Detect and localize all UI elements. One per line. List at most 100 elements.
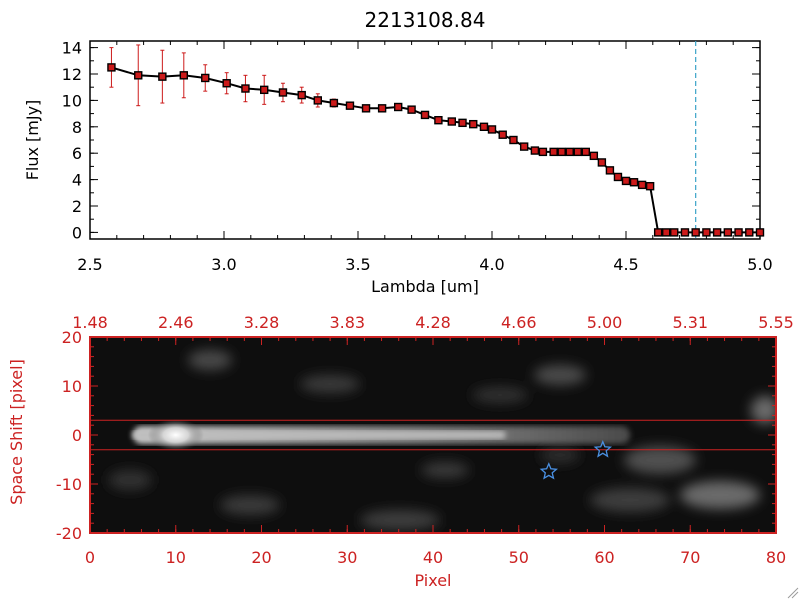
image-top-tick-label: 4.66 — [501, 313, 537, 332]
data-point — [519, 142, 529, 151]
image-x-tick-label: 40 — [423, 548, 443, 567]
chart-title: 2213108.84 — [365, 8, 486, 32]
data-point — [447, 117, 456, 126]
spectrum-series-line — [111, 66, 760, 234]
data-point — [589, 151, 599, 161]
data-point — [329, 98, 339, 108]
spectrum-y-tick-label: 4 — [72, 171, 82, 190]
data-point — [702, 228, 711, 237]
data-point — [621, 176, 631, 186]
spectrum-x-axis-label: Lambda [um] — [371, 277, 479, 296]
resize-grip-icon[interactable] — [787, 587, 799, 599]
data-point — [691, 228, 700, 237]
image-x-tick-label: 20 — [251, 548, 271, 567]
image-y-tick-label: -10 — [56, 475, 82, 494]
image-y-ticks: 20 10 0 -10 -20 — [56, 328, 776, 543]
image-x-tick-label: 60 — [594, 548, 614, 567]
spectrum-y-tick-label: 12 — [62, 65, 82, 84]
image-top-tick-label: 3.83 — [329, 313, 365, 332]
data-point — [573, 147, 582, 157]
data-point — [479, 122, 489, 132]
data-point — [597, 158, 607, 167]
spectrum-y-tick-label: 0 — [72, 223, 82, 242]
spectrum-y-ticks: 0 2 4 6 8 10 12 14 — [62, 39, 760, 242]
spectrum-reference-lines — [658, 41, 760, 239]
image-top-tick-label: 3.28 — [244, 313, 280, 332]
spectrum-x-tick-label: 3.0 — [211, 255, 236, 274]
data-point — [712, 228, 722, 237]
data-point — [361, 104, 371, 113]
data-point — [201, 73, 210, 83]
image-x-tick-label: 30 — [337, 548, 357, 567]
data-point — [653, 228, 663, 237]
image-y-tick-label: 20 — [62, 328, 82, 347]
trace-peak — [147, 419, 204, 451]
data-point — [134, 71, 143, 80]
data-point — [107, 63, 116, 72]
data-point — [313, 96, 322, 105]
spectrum-y-tick-label: 2 — [72, 197, 82, 216]
data-point — [538, 147, 548, 157]
image-y-tick-label: 0 — [72, 426, 82, 445]
data-point — [645, 181, 655, 191]
spectrum-x-tick-label: 4.5 — [613, 255, 638, 274]
extraction-aperture-lines — [90, 419, 776, 451]
image-y-tick-label: -20 — [56, 524, 82, 543]
image-x-tick-label: 50 — [509, 548, 529, 567]
data-point — [394, 102, 403, 112]
data-point — [407, 105, 416, 114]
data-point — [662, 228, 671, 237]
image-top-tick-label: 5.31 — [672, 313, 708, 332]
spectrum-data-points — [107, 63, 765, 237]
image-x-axis-label: Pixel — [414, 571, 451, 590]
data-point — [222, 79, 231, 88]
data-point — [420, 110, 430, 120]
data-point — [158, 72, 167, 81]
data-point — [345, 101, 355, 110]
data-point — [487, 125, 497, 134]
star-marker-icon — [593, 439, 613, 458]
data-point — [297, 90, 306, 100]
image-top-tick-label: 1.48 — [72, 313, 108, 332]
data-point — [377, 104, 387, 113]
image-x-ticks: 0 10 20 30 40 50 60 70 80 — [85, 525, 786, 567]
spectrum-y-tick-label: 14 — [62, 39, 82, 58]
spectrum-x-tick-label: 4.0 — [479, 255, 504, 274]
spectrum-chart: 2213108.84 2.5 3.0 3.5 4.0 4.5 5.0 0 2 4 6 8 10 12 1… — [23, 8, 773, 296]
image-top-tick-label: 2.46 — [158, 313, 194, 332]
data-point — [557, 147, 566, 157]
data-point — [581, 147, 590, 157]
spectrum-x-tick-label: 2.5 — [77, 255, 102, 274]
data-point — [629, 178, 639, 187]
spectrum-error-bars — [109, 44, 653, 190]
image-top-tick-label: 4.28 — [415, 313, 451, 332]
spectral-image — [90, 337, 776, 533]
data-point — [458, 118, 467, 128]
spectrum-y-tick-label: 10 — [62, 91, 82, 110]
spectrum-y-tick-label: 8 — [72, 118, 82, 137]
image-y-axis-label: Space Shift [pixel] — [7, 359, 26, 505]
star-marker-icon — [539, 462, 558, 480]
data-point — [509, 135, 518, 145]
spectrum-x-tick-label: 5.0 — [747, 255, 772, 274]
image-y-tick-label: 10 — [62, 377, 82, 396]
spectrum-plot-frame — [89, 40, 761, 240]
data-point — [565, 147, 574, 157]
data-point — [530, 146, 540, 155]
data-point — [723, 228, 733, 237]
spectrum-y-tick-label: 6 — [72, 144, 82, 163]
data-point — [260, 85, 269, 95]
data-point — [613, 172, 623, 182]
data-point — [680, 228, 690, 237]
image-x-tick-label: 0 — [85, 548, 95, 567]
spectrum-x-ticks: 2.5 3.0 3.5 4.0 4.5 5.0 — [77, 41, 773, 274]
data-point — [278, 88, 288, 97]
image-top-wavelength-ticks: 1.48 2.46 3.28 3.83 4.28 4.66 5.00 5.31 5.55 — [72, 313, 794, 345]
data-point — [434, 115, 443, 125]
data-point — [637, 180, 647, 190]
data-point — [745, 228, 754, 237]
data-point — [549, 147, 558, 157]
image-top-tick-label: 5.00 — [587, 313, 623, 332]
spectrum-y-axis-label: Flux [mJy] — [23, 100, 42, 181]
